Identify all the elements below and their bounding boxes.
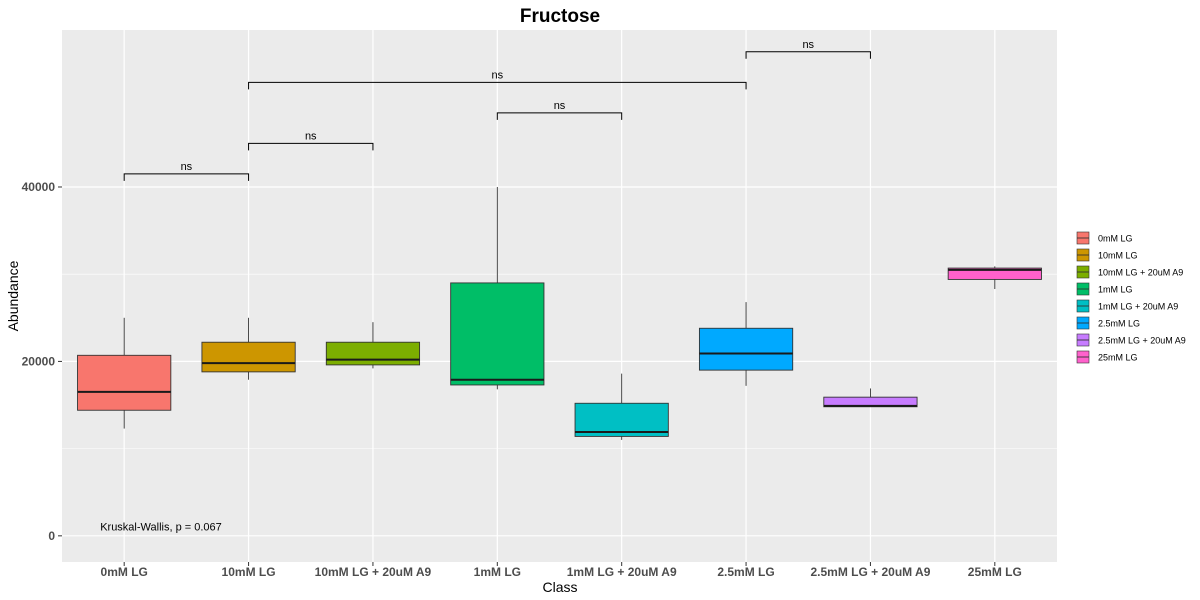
box-1 xyxy=(201,317,296,380)
y-tick-label: 40000 xyxy=(22,180,56,194)
kruskal-wallis-annotation: Kruskal-Wallis, p = 0.067 xyxy=(100,521,222,533)
legend-item: 2.5mM LG xyxy=(1076,316,1140,330)
x-tick-label: 25mM LG xyxy=(968,565,1022,579)
y-axis-title: Abundance xyxy=(5,260,21,331)
box-body xyxy=(947,267,1042,280)
y-tick-label: 0 xyxy=(48,529,55,543)
x-tick-label: 0mM LG xyxy=(101,565,148,579)
box-body xyxy=(201,341,296,373)
legend-item: 10mM LG xyxy=(1076,248,1138,262)
bracket-line xyxy=(248,142,374,151)
chart-title: Fructose xyxy=(520,6,600,27)
x-tick-label: 2.5mM LG + 20uM A9 xyxy=(810,565,930,579)
legend-label: 2.5mM LG + 20uM A9 xyxy=(1098,336,1186,346)
legend-item: 0mM LG xyxy=(1076,231,1133,245)
x-tick-label: 2.5mM LG xyxy=(717,565,774,579)
legend-label: 0mM LG xyxy=(1098,234,1133,244)
bracket-label: ns xyxy=(492,69,504,81)
bracket-line xyxy=(123,173,250,181)
plot-panel xyxy=(62,30,1057,562)
legend-item: 2.5mM LG + 20uM A9 xyxy=(1076,333,1186,347)
box-5 xyxy=(698,302,794,386)
box-body xyxy=(325,341,421,366)
box-series xyxy=(77,186,1042,440)
box-4 xyxy=(574,373,669,440)
box-body xyxy=(450,282,545,386)
legend-label: 2.5mM LG xyxy=(1098,319,1140,329)
legend-label: 1mM LG xyxy=(1098,285,1133,295)
box-0 xyxy=(77,317,172,429)
legend-label: 25mM LG xyxy=(1098,353,1138,363)
legend-item: 1mM LG xyxy=(1076,282,1133,296)
significance-bracket: ns xyxy=(496,100,623,120)
legend-item: 1mM LG + 20uM A9 xyxy=(1076,299,1178,313)
bracket-line xyxy=(248,81,747,90)
x-axis-ticks: 0mM LG 10mM LG 10mM LG + 20uM A9 1mM LG 1mM … xyxy=(101,562,1022,579)
box-6 xyxy=(823,388,918,408)
legend: 0mM LG 10mM LG 10mM LG + 20uM A9 1mM LG 1mM … xyxy=(1076,231,1186,364)
significance-bracket: ns xyxy=(745,39,871,59)
legend-label: 10mM LG + 20uM A9 xyxy=(1098,268,1183,278)
x-tick-label: 10mM LG xyxy=(222,565,276,579)
bracket-label: ns xyxy=(554,100,566,112)
legend-label: 10mM LG xyxy=(1098,251,1138,261)
bracket-line xyxy=(496,112,623,120)
box-2 xyxy=(325,322,421,369)
y-tick-label: 20000 xyxy=(22,354,56,368)
bracket-line xyxy=(745,51,871,59)
legend-label: 1mM LG + 20uM A9 xyxy=(1098,302,1178,312)
x-tick-label: 10mM LG + 20uM A9 xyxy=(315,565,432,579)
bracket-label: ns xyxy=(181,161,193,173)
box-body xyxy=(698,327,794,371)
box-3 xyxy=(450,186,545,390)
box-body xyxy=(574,402,669,437)
significance-bracket: ns xyxy=(248,130,374,151)
legend-item: 25mM LG xyxy=(1076,350,1138,364)
y-axis-ticks: 0 20000 40000 xyxy=(22,180,62,543)
x-axis-title: Class xyxy=(542,579,577,595)
bracket-label: ns xyxy=(305,130,317,142)
significance-bracket: ns xyxy=(248,69,747,90)
significance-brackets: ns ns ns ns ns xyxy=(123,39,871,181)
x-tick-label: 1mM LG + 20uM A9 xyxy=(567,565,677,579)
significance-bracket: ns xyxy=(123,161,250,181)
box-7 xyxy=(947,266,1042,290)
x-tick-label: 1mM LG xyxy=(474,565,521,579)
legend-item: 10mM LG + 20uM A9 xyxy=(1076,265,1183,279)
bracket-label: ns xyxy=(802,39,814,51)
box-body xyxy=(77,354,172,411)
